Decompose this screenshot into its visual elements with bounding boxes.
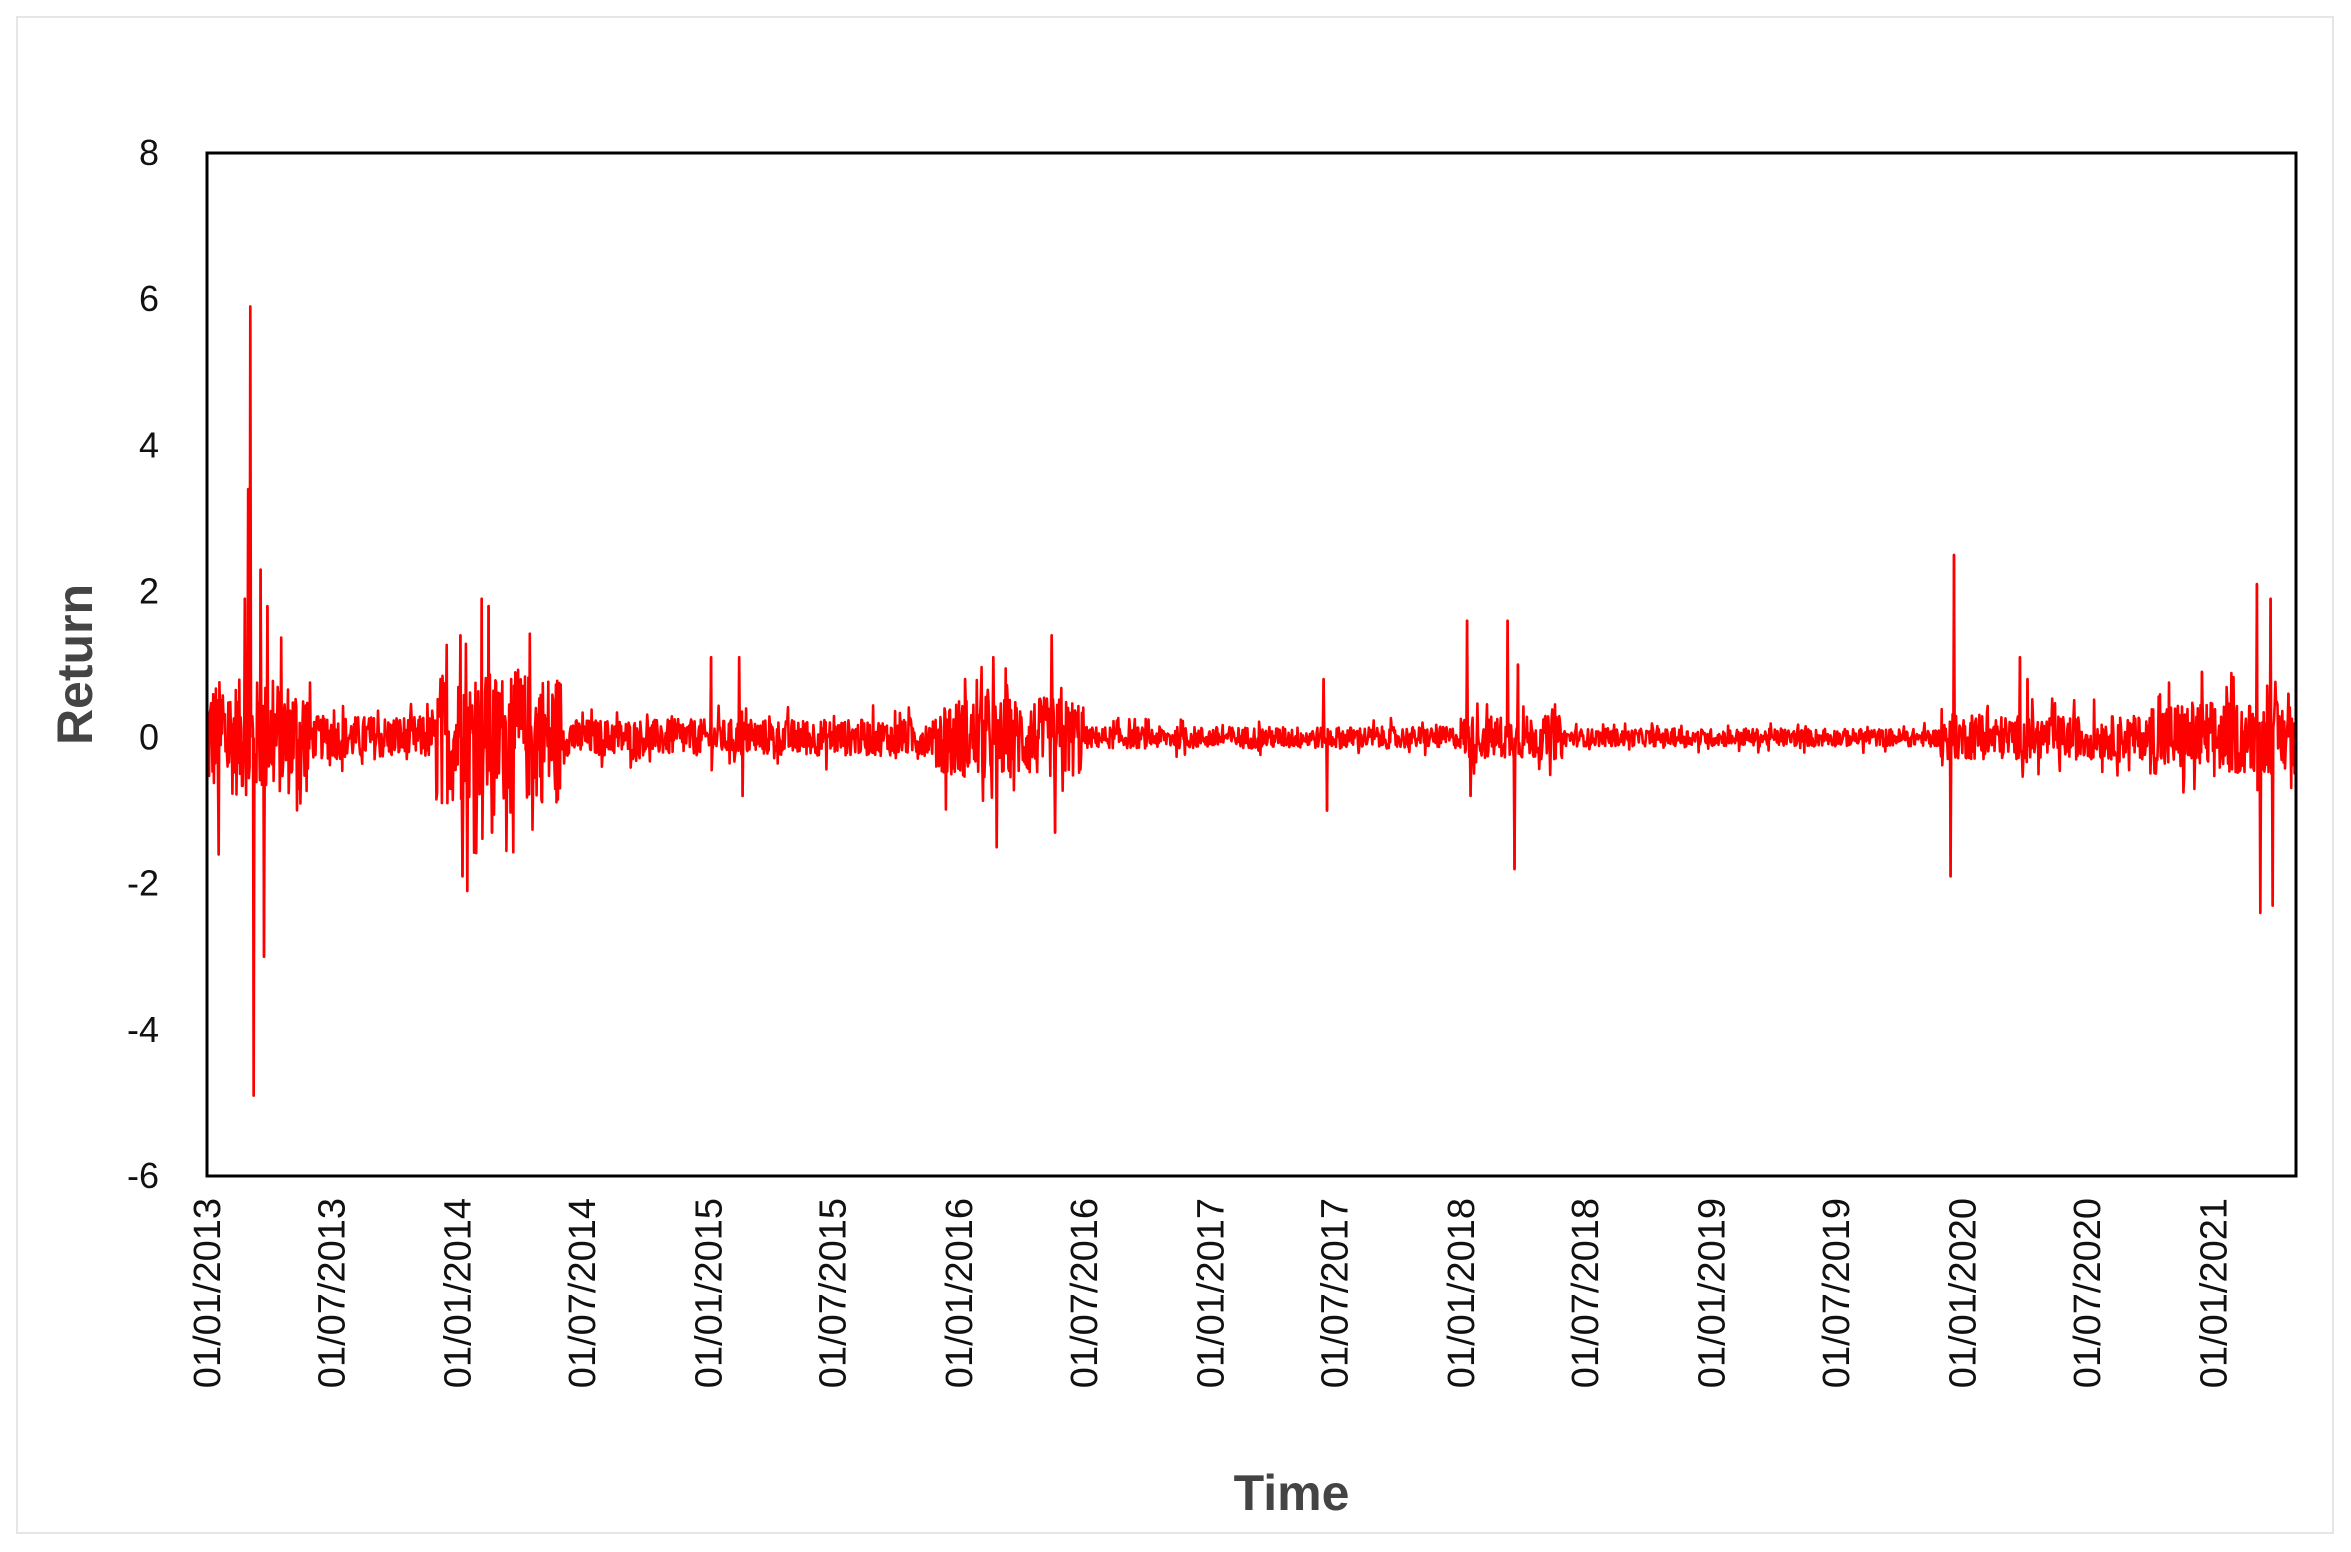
series-layer bbox=[205, 305, 2298, 1097]
y-tick-label: -4 bbox=[127, 1009, 159, 1050]
x-tick-label: 01/07/2017 bbox=[1315, 1198, 1357, 1388]
y-axis-label: Return bbox=[47, 584, 103, 745]
y-axis-ticks: 8 6 4 2 0 -2 -4 -6 bbox=[127, 132, 159, 1196]
x-tick-label: 01/07/2015 bbox=[813, 1198, 855, 1388]
x-tick-label: 01/01/2017 bbox=[1190, 1198, 1232, 1388]
y-tick-label: 2 bbox=[139, 570, 159, 611]
x-tick-label: 01/01/2014 bbox=[438, 1198, 480, 1388]
y-tick-label: 4 bbox=[139, 424, 159, 465]
y-tick-label: 0 bbox=[139, 717, 159, 758]
x-tick-label: 01/07/2016 bbox=[1064, 1198, 1106, 1388]
y-tick-label: 6 bbox=[139, 278, 159, 319]
x-tick-label: 01/01/2018 bbox=[1441, 1198, 1483, 1388]
return-series-line bbox=[205, 305, 2298, 1097]
x-tick-label: 01/01/2015 bbox=[688, 1198, 730, 1388]
x-tick-label: 01/01/2021 bbox=[2194, 1198, 2236, 1388]
x-tick-label: 01/07/2019 bbox=[1816, 1198, 1858, 1388]
x-tick-label: 01/07/2020 bbox=[2067, 1198, 2109, 1388]
x-tick-label: 01/07/2014 bbox=[562, 1198, 604, 1388]
x-tick-label: 01/07/2018 bbox=[1565, 1198, 1607, 1388]
x-axis-label: Time bbox=[1234, 1465, 1350, 1521]
x-tick-label: 01/01/2019 bbox=[1692, 1198, 1734, 1388]
plot-area-border bbox=[205, 151, 2298, 1178]
x-tick-label: 01/01/2013 bbox=[187, 1198, 229, 1388]
x-axis-ticks: 01/01/2013 01/07/2013 01/01/2014 01/07/2014… bbox=[187, 1198, 2236, 1388]
y-tick-label: 8 bbox=[139, 132, 159, 173]
figure-frame bbox=[16, 16, 2334, 1534]
x-tick-label: 01/01/2020 bbox=[1942, 1198, 1984, 1388]
y-tick-label: -6 bbox=[127, 1155, 159, 1196]
y-tick-label: -2 bbox=[127, 863, 159, 904]
x-tick-label: 01/01/2016 bbox=[939, 1198, 981, 1388]
x-tick-label: 01/07/2013 bbox=[311, 1198, 353, 1388]
